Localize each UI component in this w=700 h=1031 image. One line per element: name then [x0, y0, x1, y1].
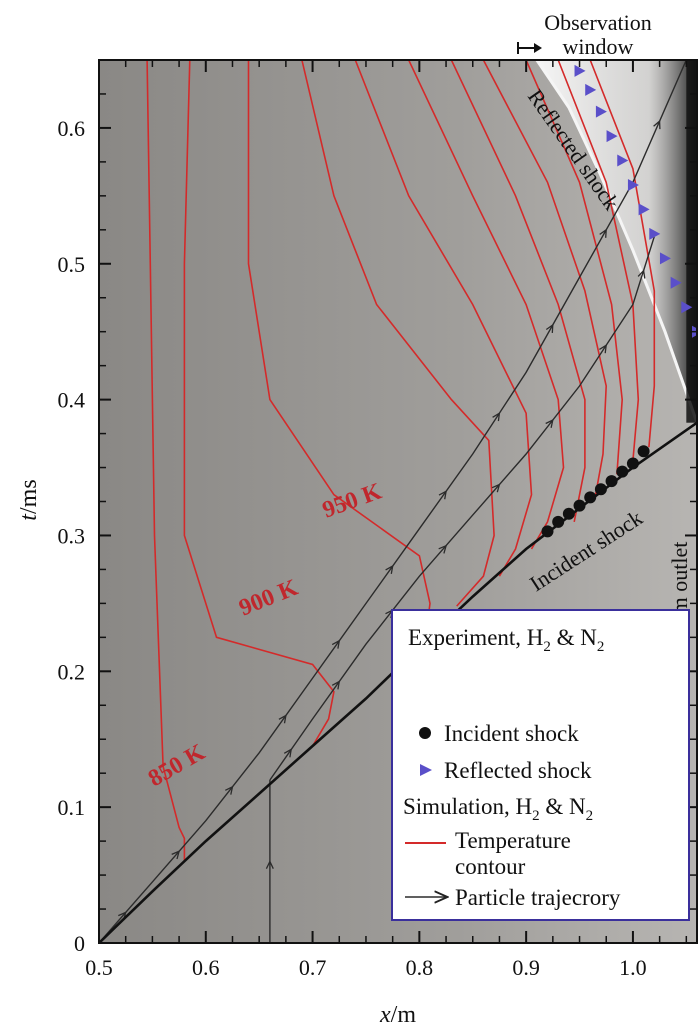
reflected-shock-point [585, 83, 597, 96]
incident-shock-point [584, 491, 597, 504]
observation-window-bracket [517, 42, 542, 54]
reflected-shock-point [617, 154, 629, 167]
y-tick-label: 0 [74, 931, 85, 956]
temperature-contour-0 [146, 60, 186, 862]
trajectory-arrow-1-6 [545, 418, 554, 428]
y-tick-label: 0.2 [58, 659, 86, 684]
reflected-shock-point [595, 105, 607, 118]
temperature-contour-3 [301, 60, 495, 607]
reflected-shock-front [535, 60, 697, 424]
trajectory-arrow-0-8 [492, 411, 501, 422]
ticks-layer: 0.5 0.6 0.7 0.8 0.9 1.0 0 0.1 0.2 0.3 0.4 0.5 0.6 [58, 60, 697, 980]
x-tick-label: 0.9 [512, 955, 540, 980]
temperature-contour-6 [450, 60, 586, 523]
trajectory-arrow-0-7 [438, 490, 447, 500]
reflected-shock-point [681, 301, 693, 314]
observation-window-label-line2: window [563, 34, 634, 59]
legend-simulation-title: Simulation, H2 & N2 [403, 794, 593, 824]
legend-particle-trajectory: Particle trajecrory [455, 885, 621, 910]
incident-shock-point [626, 457, 639, 470]
plot-layer [99, 60, 697, 943]
temperature-contour-10 [589, 60, 656, 448]
reflected-shock-point [659, 252, 671, 265]
trajectory-arrow-2-1 [265, 859, 274, 869]
x-tick-label: 0.5 [85, 955, 113, 980]
legend-experiment-title: Experiment, H2 & N2 [408, 625, 604, 655]
x-axis-label: x/m [379, 1002, 416, 1028]
incident-shock-point [562, 507, 575, 520]
incident-shock-point [573, 499, 586, 512]
trajectory-arrow-0-9 [545, 323, 554, 333]
x-tick-label: 0.7 [299, 955, 327, 980]
trajectory-arrow-0-2 [171, 850, 181, 860]
legend-incident-shock-marker [419, 727, 431, 739]
reflected-shock-point [638, 203, 650, 216]
incident-shock-point [594, 483, 607, 496]
legend-temperature-contour-line2: contour [455, 854, 526, 879]
temperature-contour-8 [525, 60, 624, 475]
incident-shock-point [616, 465, 629, 478]
reflected-shock-region [536, 60, 697, 423]
legend-reflected-shock: Reflected shock [444, 758, 592, 783]
incident-shock-point [605, 475, 618, 488]
incident-shock-point [541, 525, 554, 538]
trajectory-arrow-0-6 [385, 564, 394, 575]
trajectory-arrow-1-7 [599, 344, 608, 354]
x-tick-label: 1.0 [619, 955, 647, 980]
y-tick-label: 0.6 [58, 116, 86, 141]
particle-trajectory-1 [269, 236, 655, 781]
trajectory-arrow-1-8 [637, 269, 646, 279]
trajectory-arrow-1-1 [283, 748, 293, 758]
reflected-shock-point [627, 178, 639, 191]
trajectory-arrow-0-11 [653, 119, 661, 130]
trajectory-arrow-0-5 [331, 639, 341, 649]
trajectory-arrow-1-2 [331, 680, 341, 690]
outlet-strip [686, 60, 697, 423]
trajectory-arrow-0-10 [599, 228, 607, 238]
legend-temperature-contour-line1: Temperature [455, 828, 571, 853]
legend-reflected-shock-marker [420, 764, 432, 776]
trajectory-arrow-1-5 [491, 483, 501, 493]
temperature-contour-5 [407, 60, 565, 550]
x-tick-label: 0.8 [406, 955, 434, 980]
temperature-contour-4 [354, 60, 533, 577]
incident-shock-point [552, 515, 565, 528]
reflected-shock-point [649, 227, 661, 240]
legend-box [391, 609, 690, 921]
y-tick-label: 0.4 [58, 388, 86, 413]
trajectory-arrow-0-3 [225, 785, 234, 795]
temperature-contour-7 [482, 60, 608, 495]
reflected-shock-point [574, 64, 586, 77]
y-axis-label: t/ms [16, 479, 42, 520]
temperature-contour-1 [183, 60, 335, 747]
x-tick-label: 0.6 [192, 955, 220, 980]
y-tick-label: 0.5 [58, 252, 86, 277]
reflected-shock-point [670, 276, 682, 289]
y-tick-label: 0.1 [58, 795, 86, 820]
incident-shock-point [637, 445, 650, 458]
observation-window-label-line1: Observation [544, 10, 652, 35]
reflected-shock-point [606, 130, 618, 143]
legend: Experiment, H2 & N2 Incident shock Refle… [391, 609, 690, 921]
trajectory-arrow-0-4 [278, 714, 287, 724]
legend-incident-shock: Incident shock [444, 721, 579, 746]
trajectory-arrow-1-4 [438, 544, 448, 554]
y-tick-label: 0.3 [58, 523, 86, 548]
